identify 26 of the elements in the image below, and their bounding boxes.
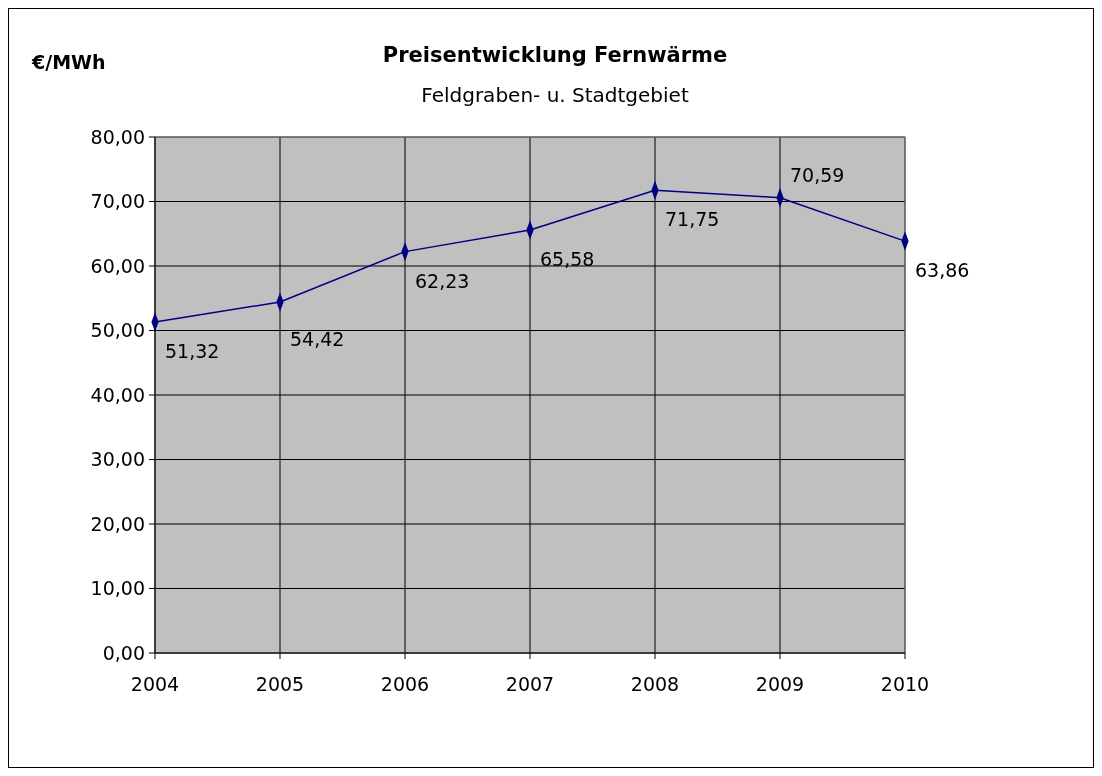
x-tick-label: 2008 — [630, 673, 680, 695]
y-tick-label: 0,00 — [102, 641, 145, 664]
y-tick-label: 60,00 — [90, 254, 145, 277]
y-tick-label: 20,00 — [90, 512, 145, 535]
x-tick-label: 2006 — [380, 673, 430, 695]
chart-title: Preisentwicklung Fernwärme — [382, 43, 728, 67]
data-label: 71,75 — [665, 208, 720, 231]
x-tick-label: 2004 — [130, 673, 180, 695]
data-label: 51,32 — [165, 339, 220, 362]
data-label: 70,59 — [790, 163, 845, 186]
x-tick-label: 2005 — [255, 673, 305, 695]
y-tick-label: 10,00 — [90, 577, 145, 600]
y-tick-label: 30,00 — [90, 448, 145, 471]
y-tick-label: 70,00 — [90, 190, 145, 213]
data-label: 54,42 — [290, 327, 345, 350]
y-tick-label: 80,00 — [90, 125, 145, 148]
y-tick-label: 40,00 — [90, 383, 145, 406]
x-tick-label: 2007 — [505, 673, 555, 695]
data-label: 62,23 — [415, 269, 470, 292]
data-label: 65,58 — [540, 248, 595, 271]
x-tick-label: 2009 — [755, 673, 805, 695]
y-axis-title: €/MWh — [31, 51, 106, 73]
x-tick-label: 2010 — [880, 673, 930, 695]
data-label: 63,86 — [915, 259, 970, 282]
y-tick-label: 50,00 — [90, 319, 145, 342]
chart-subtitle: Feldgraben- u. Stadtgebiet — [421, 83, 689, 107]
